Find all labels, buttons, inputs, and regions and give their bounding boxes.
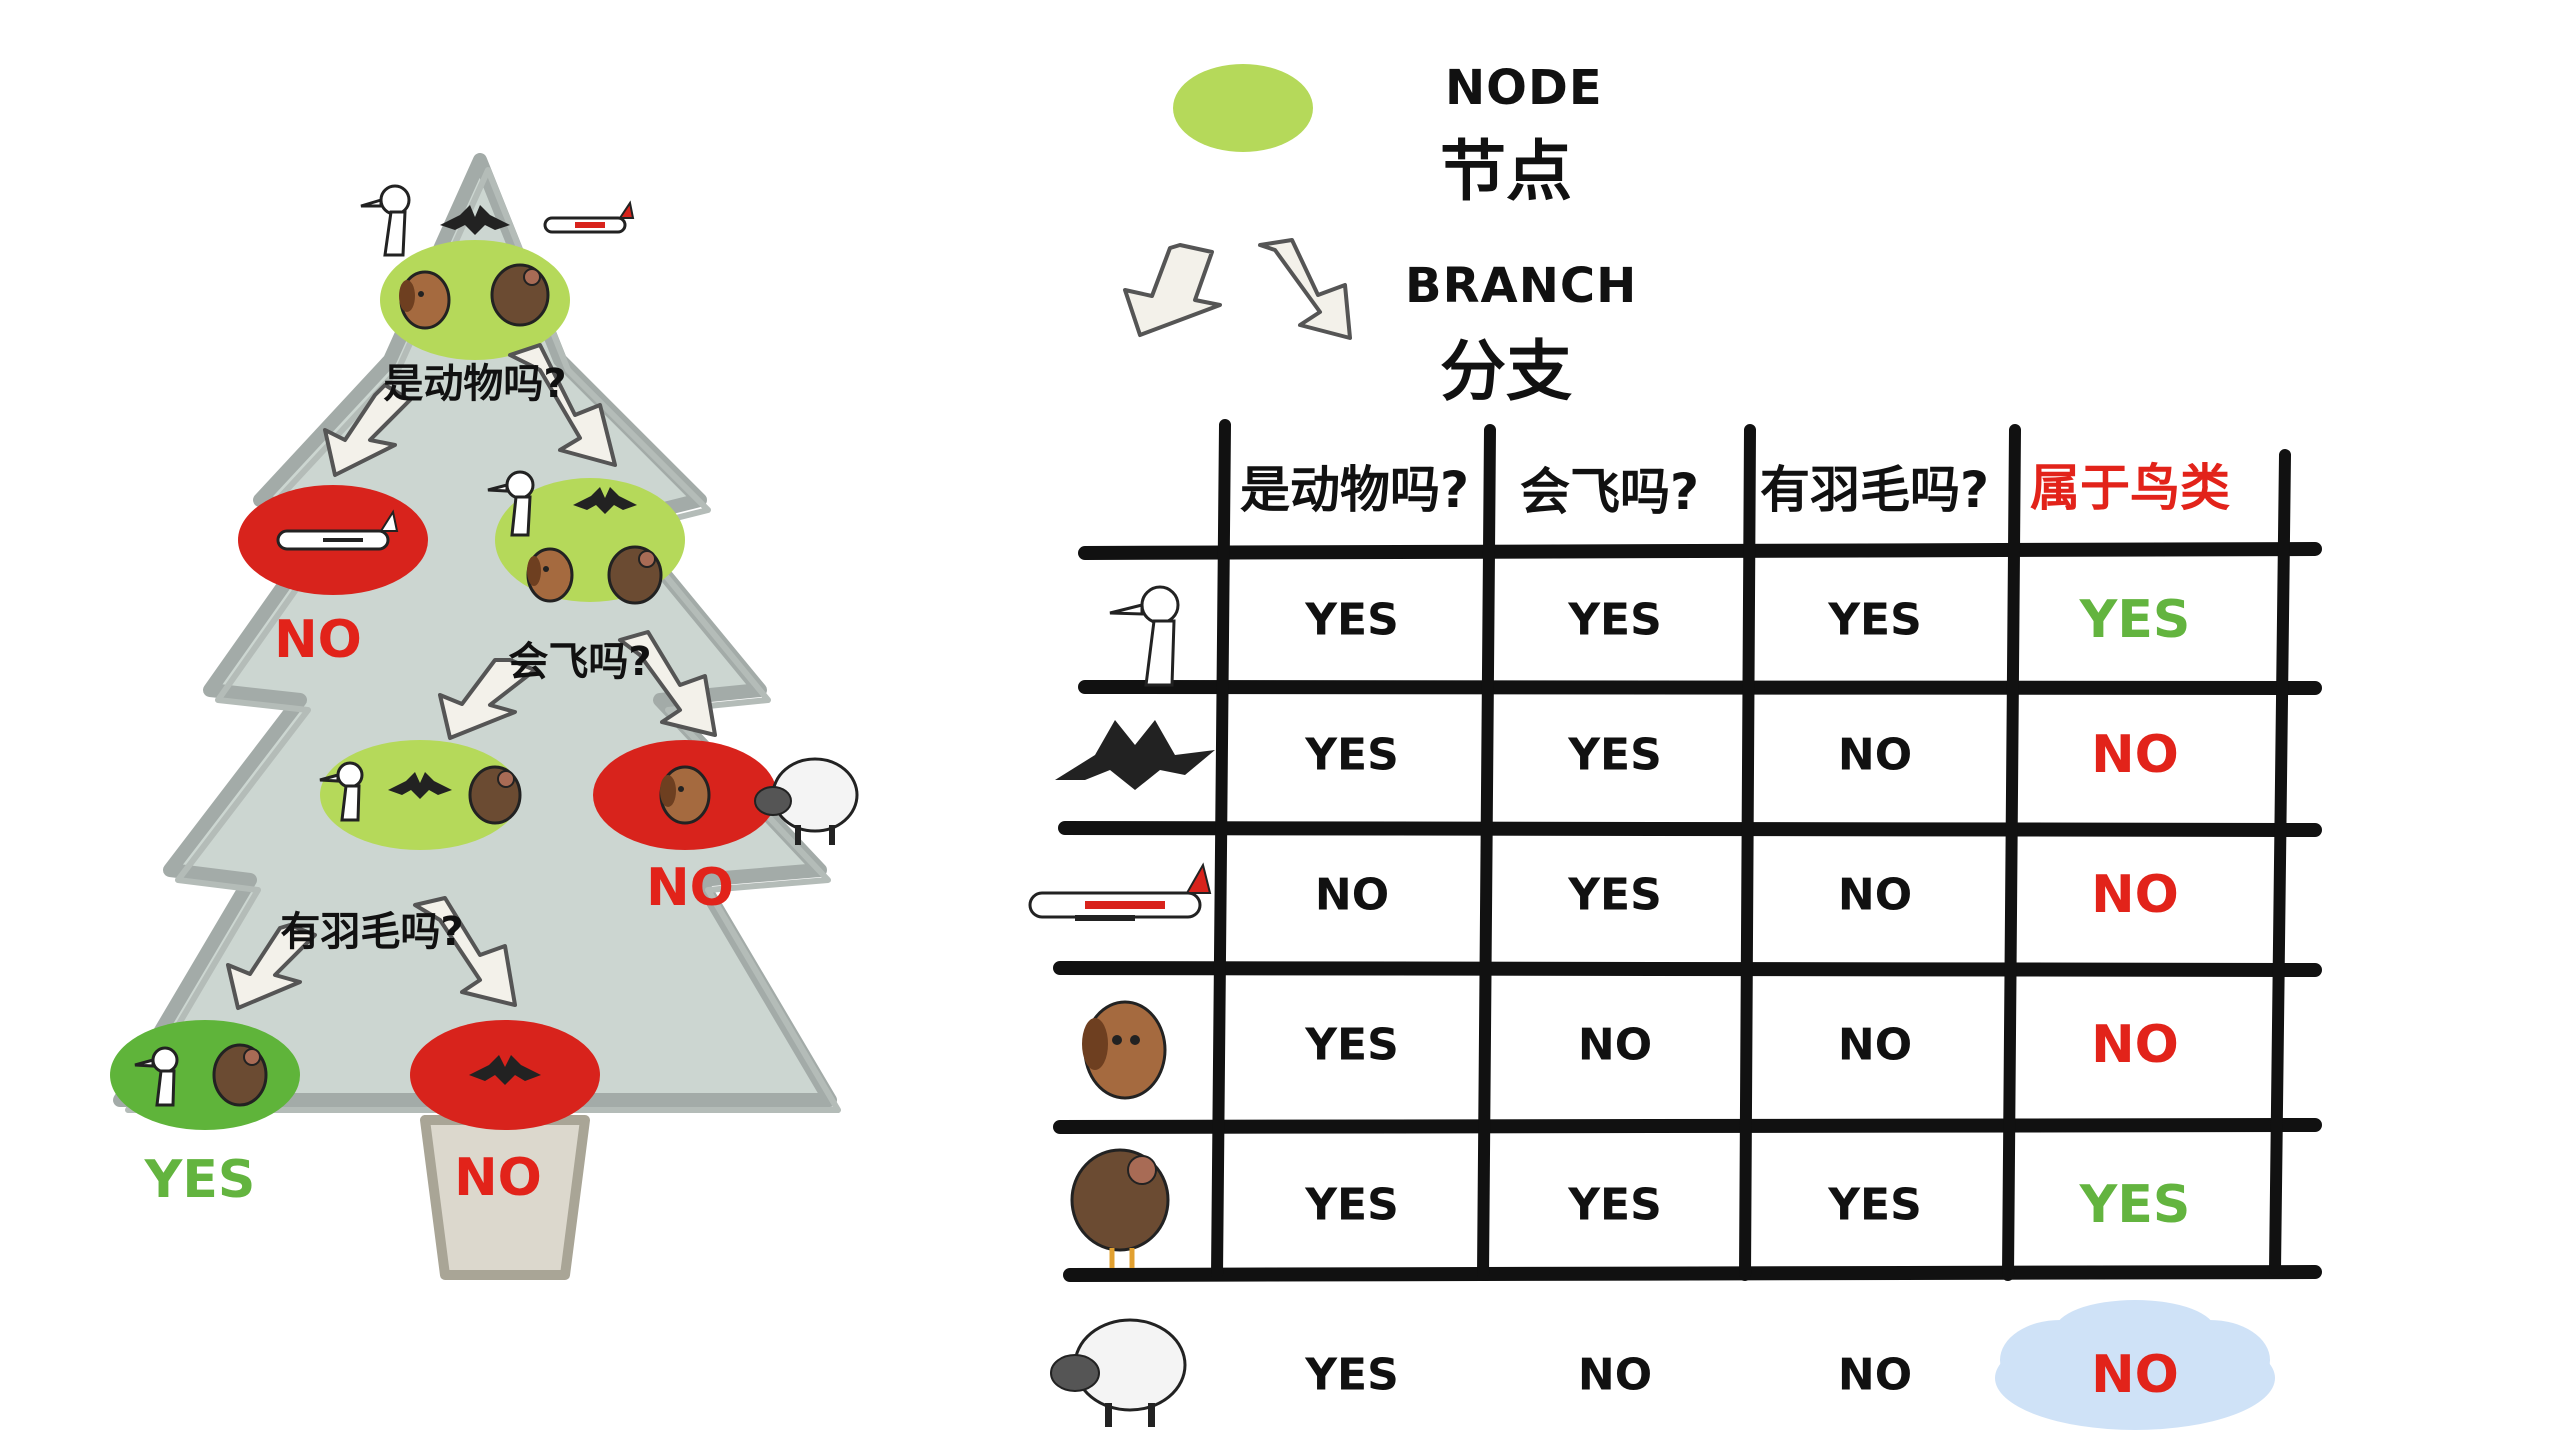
table-cell: NO: [1837, 1349, 1913, 1401]
branch-arrow-animals-right: [618, 630, 717, 737]
tree-question-can-fly: 会飞吗?: [508, 639, 652, 685]
table-cell-result: NO: [2091, 1345, 2179, 1405]
legend-branch-arrow-left: [1123, 243, 1222, 337]
dog-icon: [526, 547, 574, 603]
turkey-icon: [212, 1043, 268, 1107]
table-cell: NO: [1837, 869, 1913, 921]
table-cell-result: NO: [2091, 1015, 2179, 1075]
dog-icon: [659, 765, 711, 825]
sheep-icon: [754, 757, 859, 845]
bird-icon: [1109, 585, 1180, 687]
branch-arrow-root-left: [323, 383, 412, 477]
legend-branch-label-zh: 分支: [1440, 333, 1572, 410]
table-cell: YES: [1305, 729, 1399, 781]
table-cell-result: YES: [2079, 590, 2191, 650]
legend-node-swatch: [1173, 64, 1313, 152]
turkey-icon: [468, 765, 522, 825]
table-cell: YES: [1305, 1179, 1399, 1231]
airplane-icon: [1028, 862, 1212, 921]
turkey-icon: [1070, 1148, 1170, 1268]
legend-node-label: NODE: [1445, 60, 1603, 116]
table-header-has-feathers: 有羽毛吗?: [1760, 461, 1990, 519]
table-cell: NO: [1314, 869, 1390, 921]
table-cell: NO: [1577, 1349, 1653, 1401]
tree-answer-no-feathers: NO: [454, 1148, 542, 1208]
table-header-is-bird: 属于鸟类: [2030, 459, 2230, 517]
table-cell-result: NO: [2091, 865, 2179, 925]
tree-answer-not-animal: NO: [274, 610, 362, 670]
table-cell: YES: [1568, 869, 1662, 921]
sheep-icon: [1050, 1318, 1187, 1427]
table-cell: YES: [1568, 729, 1662, 781]
bat-icon: [388, 772, 452, 799]
branch-arrow-flyers-left: [226, 923, 317, 1010]
table-cell: YES: [1828, 594, 1922, 646]
table-cell: YES: [1568, 594, 1662, 646]
table-cell-result: NO: [2091, 725, 2179, 785]
dog-icon: [399, 270, 451, 330]
branch-arrow-root-right: [508, 343, 617, 467]
airplane-icon: [543, 200, 635, 234]
bird-icon: [360, 184, 411, 257]
table-cell: YES: [1305, 594, 1399, 646]
bat-icon: [573, 487, 637, 514]
table-cell: YES: [1305, 1019, 1399, 1071]
legend-branch-arrow-right: [1258, 238, 1352, 340]
legend-node-label-zh: 节点: [1440, 133, 1572, 210]
table-cell-result: YES: [2079, 1175, 2191, 1235]
table-cell: NO: [1577, 1019, 1653, 1071]
table-cell: YES: [1828, 1179, 1922, 1231]
airplane-icon: [276, 509, 399, 551]
tree-answer-has-feathers: YES: [144, 1150, 256, 1210]
turkey-icon: [607, 545, 663, 605]
bird-icon: [487, 470, 535, 537]
branch-arrow-animals-left: [438, 658, 537, 740]
table-cell: NO: [1837, 729, 1913, 781]
bat-icon: [1055, 720, 1215, 790]
bat-icon: [469, 1055, 541, 1085]
table-cell: YES: [1305, 1349, 1399, 1401]
table-header-is-animal: 是动物吗?: [1240, 461, 1470, 519]
tree-question-has-feathers: 有羽毛吗?: [280, 909, 464, 955]
table-header-can-fly: 会飞吗?: [1520, 463, 1700, 521]
tree-answer-cannot-fly: NO: [646, 858, 734, 918]
legend-branch-label: BRANCH: [1405, 258, 1638, 314]
dog-icon: [1082, 1000, 1167, 1100]
turkey-icon: [490, 263, 550, 327]
tree-question-is-animal: 是动物吗?: [383, 361, 567, 407]
table-cell: NO: [1837, 1019, 1913, 1071]
bat-icon: [440, 205, 510, 235]
bird-icon: [319, 761, 364, 822]
table-cell: YES: [1568, 1179, 1662, 1231]
branch-arrow-flyers-right: [413, 896, 517, 1007]
bird-icon: [134, 1046, 179, 1107]
